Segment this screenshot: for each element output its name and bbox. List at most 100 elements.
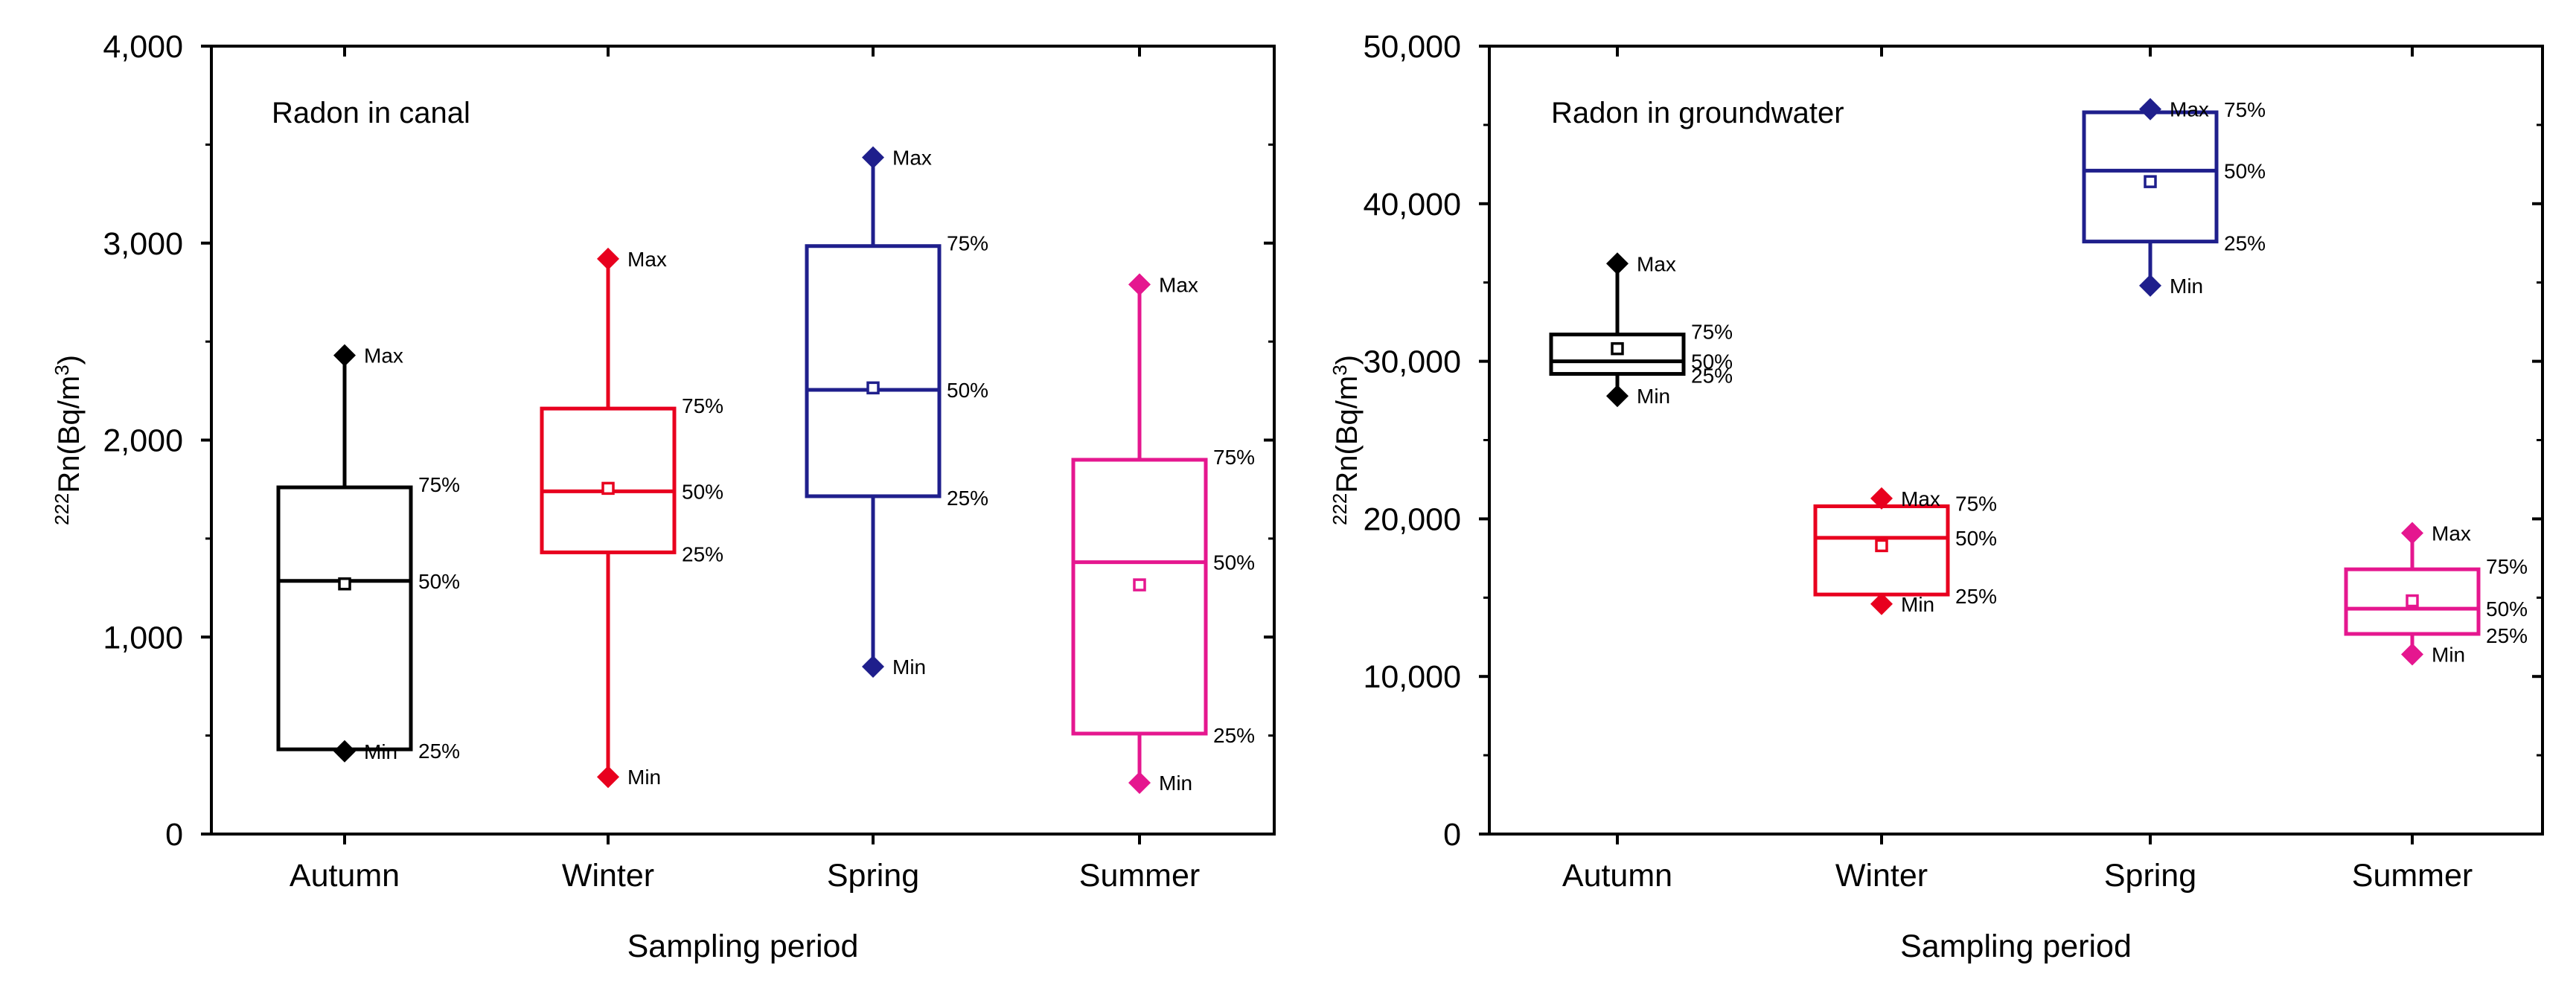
y-tick-label: 20,000 [1363,501,1461,537]
min-label: Min [1637,385,1670,408]
min-label: Min [1159,772,1192,795]
canal-box-plot: 0 1,000 2,000 3,000 4,000 222Rn(Bq/m3) Autumn W… [51,29,1276,964]
q3-label: 75% [2224,98,2266,121]
q1-label: 25% [418,740,460,763]
plot-frame [1488,45,2544,836]
min-marker [862,655,884,678]
q3-label: 75% [682,394,723,417]
y-axis-label-isotope: 222 [1329,493,1351,525]
max-label: Max [2432,522,2471,545]
max-label: Max [892,147,932,170]
x-category-label: Winter [1835,858,1928,894]
box-summer: Max Min 75% 50% 25% [2344,522,2528,667]
x-category-label: Spring [2104,858,2196,894]
min-marker [1606,385,1629,408]
max-marker [597,247,619,270]
box-winter: Max Min 75% 50% 25% [1813,487,1997,616]
min-label: Min [627,766,661,789]
y-tick-label: 50,000 [1363,29,1461,65]
median-label: 50% [947,379,988,402]
median-label: 50% [1213,551,1255,574]
q1-label: 25% [2224,232,2266,255]
y-tick-label: 4,000 [103,29,183,65]
max-label: Max [1901,487,1940,510]
y-tick-label: 1,000 [103,620,183,655]
min-marker [1870,592,1893,615]
y-axis-label: 222Rn(Bq/m3) [51,355,86,525]
min-label: Min [2170,275,2203,298]
max-label: Max [1159,273,1198,296]
median-label: 50% [2224,159,2266,182]
iqr-box [276,485,413,751]
box-winter: Max Min 75% 50% 25% [540,247,723,789]
q1-label: 25% [947,487,988,510]
mean-marker [866,381,880,395]
mean-marker [1875,539,1888,553]
y-axis-label-exponent: 3 [51,365,73,375]
mean-marker [338,577,351,591]
min-marker [2139,274,2161,297]
q3-label: 75% [1955,492,1997,515]
x-axis-label: Sampling period [627,929,859,964]
max-label: Max [1637,252,1676,275]
y-axis-label-close: ) [1331,355,1364,365]
median-label: 50% [418,570,460,593]
q3-label: 75% [418,473,460,496]
max-label: Max [2170,98,2209,121]
max-marker [1606,252,1629,275]
max-marker [1870,487,1893,510]
box-spring: Max Min 75% 50% 25% [805,146,988,679]
q3-label: 75% [1213,446,1255,469]
y-axis-label-main: Rn(Bq/m [53,376,86,493]
max-marker [2401,522,2423,545]
panel-title: Radon in canal [272,97,470,129]
y-tick-label: 0 [1443,817,1461,853]
median-label: 50% [1691,350,1733,373]
mean-marker [1611,342,1624,356]
median-label: 50% [2486,597,2528,621]
max-label: Max [627,248,667,271]
min-label: Min [2432,644,2465,667]
min-marker [1128,772,1151,795]
q3-label: 75% [2486,555,2528,578]
min-marker [2401,643,2423,666]
y-tick-label: 0 [165,817,183,853]
x-category-label: Summer [1079,858,1200,894]
box-autumn: Max Min 75% 50% 25% [276,344,460,763]
iqr-box [2344,567,2481,636]
median-label: 50% [682,480,723,503]
min-marker [597,766,619,789]
panel-title: Radon in groundwater [1551,97,1844,129]
max-marker [2139,97,2161,121]
x-axis-label: Sampling period [1900,929,2132,964]
q1-label: 25% [1691,365,1733,388]
y-axis-label-exponent: 3 [1329,365,1351,375]
y-tick-label: 10,000 [1363,659,1461,695]
max-label: Max [364,344,403,368]
x-category-label: Summer [2352,858,2473,894]
iqr-box [1071,458,1208,736]
y-axis-label-isotope: 222 [51,493,73,525]
mean-marker [1133,578,1146,591]
max-marker [862,146,884,169]
y-tick-label: 40,000 [1363,187,1461,222]
x-category-label: Autumn [290,858,400,894]
max-marker [1128,273,1151,296]
y-tick-label: 2,000 [103,423,183,459]
min-label: Min [1901,593,1934,616]
q3-label: 75% [1691,321,1733,344]
groundwater-box-plot: 0 10,000 20,000 30,000 40,000 50,000 222Rn(Bq/… [1329,29,2544,964]
min-label: Min [892,655,926,679]
mean-marker [2406,594,2419,608]
x-category-label: Autumn [1562,858,1672,894]
iqr-box [1549,333,1686,376]
box-autumn: Max Min 75% 50%25% [1549,252,1733,408]
q1-label: 25% [1955,585,1997,608]
mean-marker [601,481,615,496]
max-marker [333,344,356,367]
y-axis-label-close: ) [53,355,86,365]
x-category-label: Spring [827,858,919,894]
iqr-box [540,406,677,554]
box-spring: Max Min 75% 50% 25% [2082,97,2266,298]
min-label: Min [364,740,397,763]
